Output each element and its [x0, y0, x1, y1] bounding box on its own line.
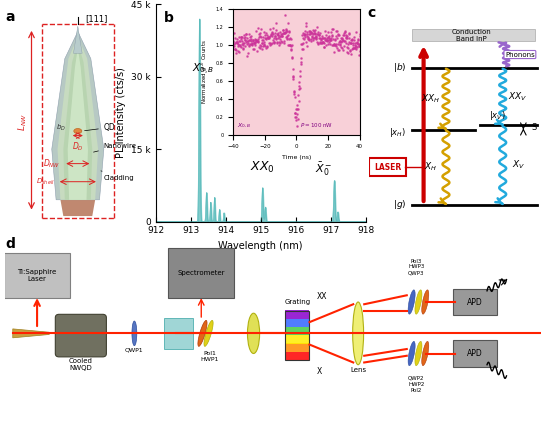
- Text: XX: XX: [317, 292, 327, 301]
- Text: LASER: LASER: [374, 163, 401, 172]
- Polygon shape: [52, 31, 104, 200]
- Y-axis label: PL Intensity (cts/s): PL Intensity (cts/s): [116, 67, 126, 159]
- Polygon shape: [13, 329, 49, 338]
- Ellipse shape: [408, 290, 415, 314]
- Ellipse shape: [408, 342, 415, 365]
- Ellipse shape: [415, 342, 422, 365]
- Text: $X_V$: $X_V$: [512, 159, 525, 171]
- Text: QWP1: QWP1: [125, 348, 144, 353]
- Text: $X_H$: $X_H$: [424, 161, 437, 174]
- Text: $b_D$: $b_D$: [56, 123, 66, 133]
- Bar: [285, 310, 310, 319]
- FancyBboxPatch shape: [4, 253, 70, 298]
- Text: Nanowire: Nanowire: [93, 143, 137, 152]
- Ellipse shape: [198, 320, 207, 346]
- X-axis label: Wavelength (nm): Wavelength (nm): [218, 241, 303, 251]
- Text: b: b: [164, 11, 174, 25]
- FancyBboxPatch shape: [453, 288, 497, 315]
- Text: d: d: [5, 237, 15, 251]
- Text: $D_D$: $D_D$: [72, 140, 84, 152]
- Ellipse shape: [74, 128, 82, 134]
- Text: QD: QD: [85, 123, 116, 132]
- FancyBboxPatch shape: [412, 30, 536, 41]
- Ellipse shape: [132, 321, 137, 346]
- Polygon shape: [68, 48, 88, 200]
- Text: a: a: [5, 10, 15, 24]
- Polygon shape: [61, 200, 95, 216]
- Text: $|x_V)$: $|x_V)$: [489, 109, 506, 122]
- FancyBboxPatch shape: [370, 158, 406, 176]
- Text: $D_{NW}$: $D_{NW}$: [43, 157, 61, 170]
- Polygon shape: [63, 43, 92, 200]
- Polygon shape: [74, 26, 82, 53]
- Bar: [285, 343, 310, 352]
- Text: Phonons: Phonons: [505, 51, 535, 58]
- Text: Spectrometer: Spectrometer: [177, 270, 225, 276]
- Ellipse shape: [422, 342, 429, 365]
- Text: Ti:Sapphire
Laser: Ti:Sapphire Laser: [17, 268, 57, 282]
- Text: Cladding: Cladding: [101, 171, 134, 181]
- Bar: [285, 319, 310, 327]
- Text: $XX_0$: $XX_0$: [250, 160, 275, 175]
- Text: S: S: [532, 123, 537, 132]
- Text: $X_{0,B}$: $X_{0,B}$: [192, 62, 215, 77]
- Text: APD: APD: [467, 349, 483, 358]
- Text: $XX_V$: $XX_V$: [508, 90, 528, 103]
- FancyBboxPatch shape: [453, 340, 497, 367]
- Text: Pol1
HWP1: Pol1 HWP1: [200, 351, 219, 362]
- Text: Pol3
HWP3
QWP3: Pol3 HWP3 QWP3: [408, 259, 425, 275]
- Bar: [285, 352, 310, 360]
- Text: $XX_H$: $XX_H$: [421, 93, 440, 105]
- Text: c: c: [367, 6, 376, 20]
- Bar: [285, 335, 310, 344]
- Text: $\bar{X}_0^-$: $\bar{X}_0^-$: [315, 161, 333, 178]
- Text: $|b)$: $|b)$: [393, 62, 406, 74]
- Ellipse shape: [204, 320, 213, 346]
- Text: $|g)$: $|g)$: [393, 198, 406, 211]
- Text: $D_{shell}$: $D_{shell}$: [36, 177, 55, 187]
- Bar: [285, 327, 310, 335]
- Text: Conduction
Band InP: Conduction Band InP: [452, 29, 491, 42]
- Ellipse shape: [247, 313, 260, 354]
- Text: APD: APD: [467, 298, 483, 307]
- Ellipse shape: [415, 290, 422, 314]
- Text: QWP2
HWP2
Pol2: QWP2 HWP2 Pol2: [408, 376, 425, 392]
- Polygon shape: [57, 37, 98, 200]
- FancyBboxPatch shape: [168, 248, 234, 298]
- FancyBboxPatch shape: [55, 315, 106, 357]
- Text: [111]: [111]: [85, 15, 108, 23]
- Text: Cooled
NWQD: Cooled NWQD: [69, 358, 93, 371]
- Text: $L_{NW}$: $L_{NW}$: [16, 113, 29, 131]
- Text: Lens: Lens: [350, 367, 366, 373]
- Text: X: X: [317, 367, 322, 376]
- Ellipse shape: [422, 290, 429, 314]
- Ellipse shape: [353, 302, 364, 365]
- Text: Grating: Grating: [284, 299, 310, 305]
- Text: $|x_H)$: $|x_H)$: [389, 126, 406, 139]
- FancyBboxPatch shape: [164, 318, 193, 349]
